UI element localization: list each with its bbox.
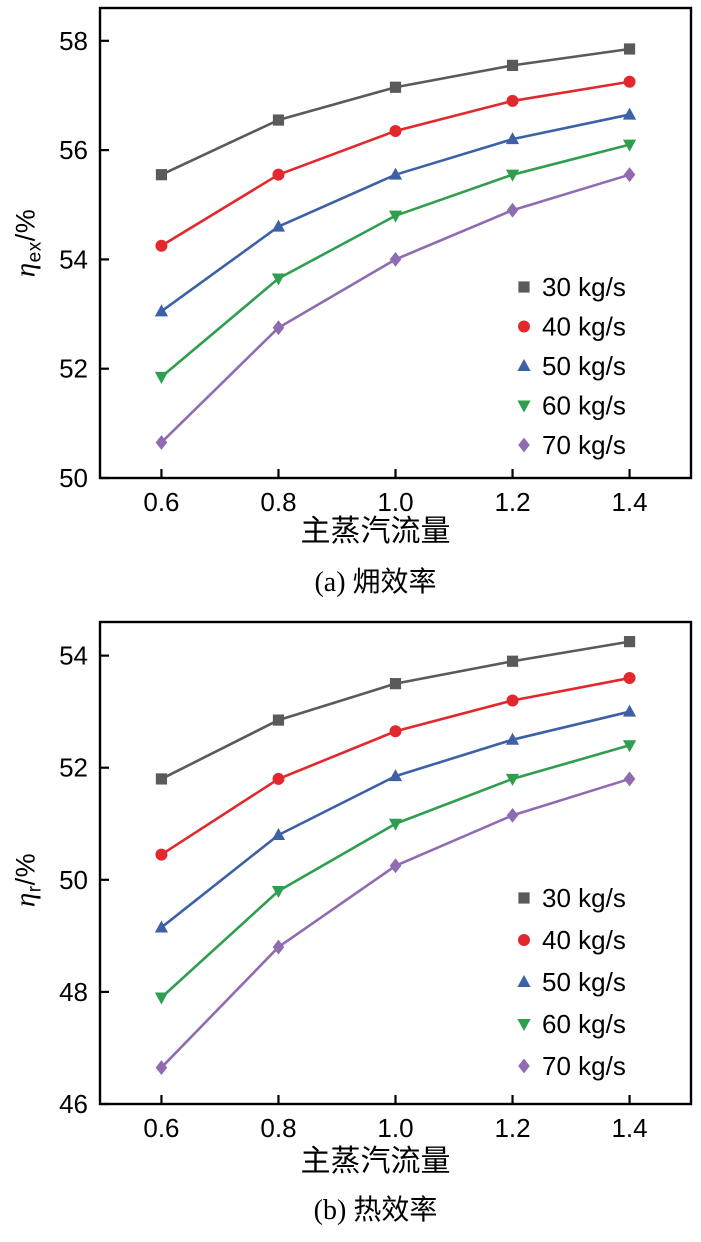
x-tick-label: 0.6 — [143, 487, 179, 512]
x-tick-label: 1.4 — [611, 487, 647, 512]
y-tick-label: 56 — [59, 135, 88, 165]
y-tick-label: 50 — [59, 463, 88, 493]
legend-label: 70 kg/s — [542, 1051, 626, 1081]
series-70-kg/s — [155, 167, 636, 450]
x-tick-label: 1.4 — [611, 1113, 647, 1142]
legend-label: 50 kg/s — [542, 967, 626, 997]
legend-label: 60 kg/s — [542, 391, 626, 421]
series-40-kg/s — [155, 672, 636, 861]
chart-a-caption: (a) 㶲效率 — [314, 567, 437, 598]
y-tick-label: 52 — [59, 753, 88, 783]
y-tick-label: 46 — [59, 1089, 88, 1119]
legend-label: 70 kg/s — [542, 430, 626, 460]
series-60-kg/s — [154, 139, 637, 384]
chart-exergy-efficiency: 50 52 54 56 58 0.6 0.8 1.0 1.2 1.4 30 kg/s 40 kg/s 5… — [0, 0, 701, 612]
chart-b-caption: (b) 热效率 — [313, 1195, 438, 1226]
y-tick-label: 58 — [59, 26, 88, 56]
x-tick-label: 1.0 — [377, 1113, 413, 1142]
series-50-kg/s — [154, 107, 637, 317]
y-tick-label: 54 — [59, 244, 88, 274]
chart-a-x-axis-label: 主蒸汽流量 — [300, 515, 451, 548]
chart-b-x-axis-label: 主蒸汽流量 — [300, 1145, 451, 1178]
x-tick-label: 1.2 — [494, 1113, 530, 1142]
y-tick-label: 50 — [59, 865, 88, 895]
chart-b-y-axis-label: ηr/% — [9, 853, 46, 907]
series-60-kg/s — [154, 740, 637, 1005]
unit-suffix: /% — [10, 852, 41, 886]
legend-label: 30 kg/s — [542, 883, 626, 913]
chart-a-y-axis-label: ηex/% — [9, 209, 46, 277]
series-30-kg/s — [155, 43, 636, 181]
x-tick-label: 1.0 — [377, 487, 413, 512]
legend: 30 kg/s 40 kg/s 50 kg/s 60 kg/s 70 kg/s — [517, 272, 626, 460]
eta-subscript: ex — [24, 241, 46, 263]
y-tick-label: 48 — [59, 977, 88, 1007]
x-tick-label: 1.2 — [494, 487, 530, 512]
eta-symbol: η — [9, 262, 42, 278]
x-tick-label: 0.8 — [260, 487, 296, 512]
y-tick-label: 52 — [59, 354, 88, 384]
legend-label: 40 kg/s — [542, 312, 626, 342]
chart-thermal-efficiency: 46 48 50 52 54 0.6 0.8 1.0 1.2 1.4 30 kg/s 40 kg/s 5… — [0, 612, 701, 1242]
series-30-kg/s — [155, 636, 636, 785]
x-axis: 0.6 0.8 1.0 1.2 1.4 — [143, 1095, 648, 1142]
x-axis: 0.6 0.8 1.0 1.2 1.4 — [143, 469, 648, 512]
x-tick-label: 0.6 — [143, 1113, 179, 1142]
legend-label: 30 kg/s — [542, 272, 626, 302]
eta-symbol: η — [9, 892, 42, 908]
y-axis: 46 48 50 52 54 — [59, 641, 109, 1119]
y-axis: 50 52 54 56 58 — [59, 26, 109, 493]
unit-suffix: /% — [10, 208, 41, 242]
legend: 30 kg/s 40 kg/s 50 kg/s 60 kg/s 70 kg/s — [517, 883, 626, 1081]
chart-b-plot-area: 46 48 50 52 54 0.6 0.8 1.0 1.2 1.4 30 kg/s 40 kg/s 5… — [59, 620, 693, 1142]
series-50-kg/s — [154, 704, 637, 933]
chart-a-plot-area: 50 52 54 56 58 0.6 0.8 1.0 1.2 1.4 30 kg/s 40 kg/s 5… — [59, 6, 693, 512]
eta-subscript: r — [24, 885, 46, 893]
series-40-kg/s — [155, 75, 636, 252]
x-tick-label: 0.8 — [260, 1113, 296, 1142]
legend-label: 50 kg/s — [542, 351, 626, 381]
y-tick-label: 54 — [59, 641, 88, 671]
legend-label: 60 kg/s — [542, 1009, 626, 1039]
legend-label: 40 kg/s — [542, 925, 626, 955]
